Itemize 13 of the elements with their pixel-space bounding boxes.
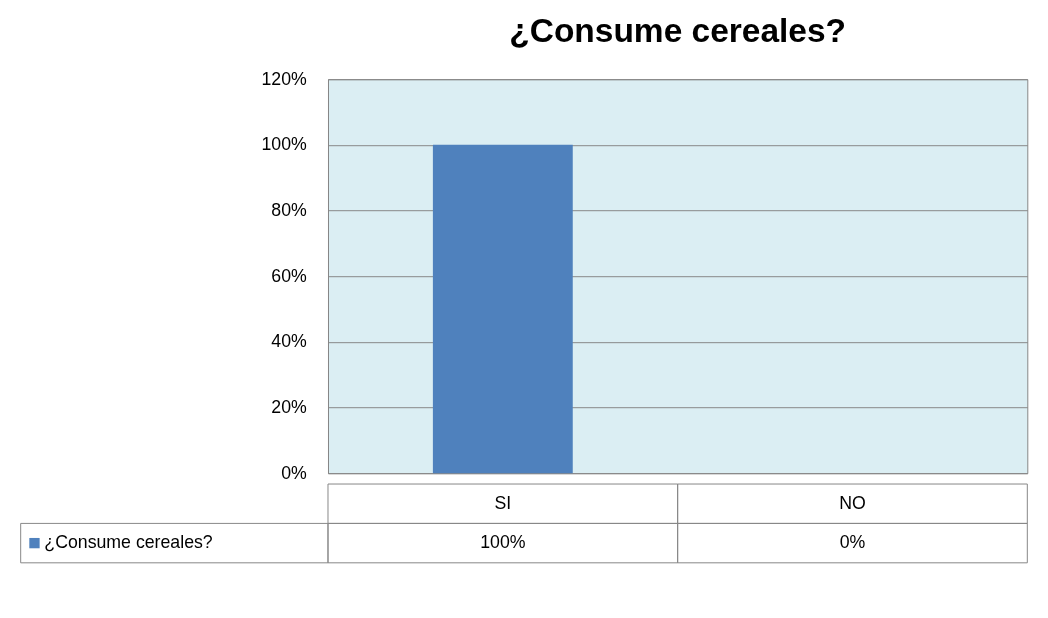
y-tick-label: 120% [261,68,308,89]
y-tick-label: 100% [261,134,308,155]
y-tick-label: 20% [271,396,308,417]
y-tick-label: 0% [281,462,308,483]
y-tick-label: 80% [271,199,308,220]
y-tick-label: 40% [271,331,308,352]
x-tick-label: NO [839,492,866,513]
data-label: 100% [480,532,526,553]
x-tick-label: SI [494,492,512,513]
chart-title: ¿Consume cereales? [509,11,846,49]
legend-label: ¿Consume cereales? [44,532,213,553]
y-tick-label: 60% [271,265,308,286]
data-label: 0% [839,532,866,553]
